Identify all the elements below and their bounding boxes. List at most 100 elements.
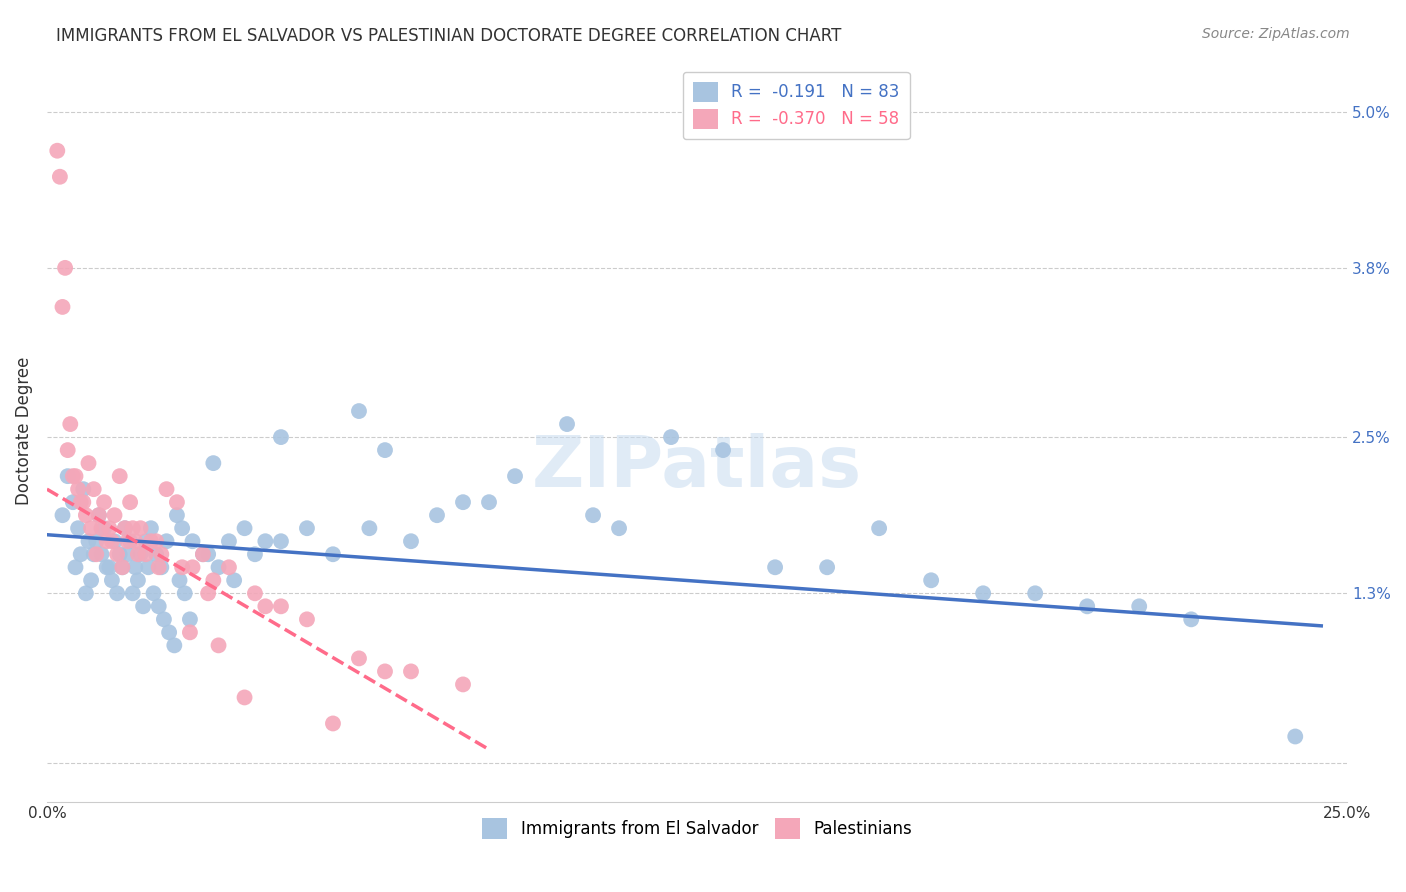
Point <box>374 443 396 458</box>
Point <box>72 495 94 509</box>
Point <box>711 443 734 458</box>
Point <box>139 534 162 549</box>
Point <box>347 404 370 418</box>
Point <box>127 547 149 561</box>
Point <box>322 716 344 731</box>
Point <box>80 574 103 588</box>
Point <box>121 521 143 535</box>
Point <box>607 521 630 535</box>
Point <box>145 547 167 561</box>
Point <box>72 482 94 496</box>
Text: IMMIGRANTS FROM EL SALVADOR VS PALESTINIAN DOCTORATE DEGREE CORRELATION CHART: IMMIGRANTS FROM EL SALVADOR VS PALESTINI… <box>56 27 842 45</box>
Point <box>129 521 152 535</box>
Point <box>166 495 188 509</box>
Point <box>49 169 72 184</box>
Point <box>98 521 121 535</box>
Point <box>374 665 396 679</box>
Point <box>96 560 118 574</box>
Point <box>111 560 134 574</box>
Point <box>101 534 124 549</box>
Point <box>181 534 204 549</box>
Point <box>191 547 214 561</box>
Point <box>202 456 225 470</box>
Point <box>218 560 240 574</box>
Point <box>150 560 173 574</box>
Point <box>124 560 146 574</box>
Point <box>127 574 149 588</box>
Point <box>233 690 256 705</box>
Point <box>148 560 170 574</box>
Point <box>207 560 229 574</box>
Point <box>121 586 143 600</box>
Point <box>503 469 526 483</box>
Point <box>77 534 100 549</box>
Point <box>105 547 128 561</box>
Point <box>59 417 82 431</box>
Point <box>763 560 786 574</box>
Point <box>90 547 112 561</box>
Point <box>451 495 474 509</box>
Point <box>93 495 115 509</box>
Point <box>80 521 103 535</box>
Point <box>103 534 125 549</box>
Point <box>197 547 219 561</box>
Point <box>120 495 142 509</box>
Point <box>135 547 157 561</box>
Point <box>84 534 107 549</box>
Point <box>75 586 97 600</box>
Point <box>347 651 370 665</box>
Point <box>114 521 136 535</box>
Point <box>207 639 229 653</box>
Point <box>155 534 177 549</box>
Point <box>868 521 890 535</box>
Point <box>478 495 501 509</box>
Point <box>120 534 142 549</box>
Point <box>62 495 84 509</box>
Point <box>101 574 124 588</box>
Point <box>1024 586 1046 600</box>
Point <box>96 534 118 549</box>
Point <box>555 417 578 431</box>
Point <box>90 521 112 535</box>
Text: Source: ZipAtlas.com: Source: ZipAtlas.com <box>1202 27 1350 41</box>
Point <box>169 574 191 588</box>
Point <box>139 521 162 535</box>
Point <box>155 482 177 496</box>
Point <box>815 560 838 574</box>
Point <box>254 534 277 549</box>
Y-axis label: Doctorate Degree: Doctorate Degree <box>15 357 32 505</box>
Point <box>129 547 152 561</box>
Point <box>163 639 186 653</box>
Point <box>233 521 256 535</box>
Point <box>56 469 79 483</box>
Point <box>51 508 73 523</box>
Point <box>150 547 173 561</box>
Point <box>451 677 474 691</box>
Point <box>53 260 76 275</box>
Point <box>659 430 682 444</box>
Point <box>124 534 146 549</box>
Point <box>197 586 219 600</box>
Point <box>179 612 201 626</box>
Point <box>114 521 136 535</box>
Point <box>173 586 195 600</box>
Point <box>117 547 139 561</box>
Point <box>105 586 128 600</box>
Point <box>46 144 69 158</box>
Point <box>270 599 292 614</box>
Point <box>67 482 90 496</box>
Point <box>295 612 318 626</box>
Point <box>399 665 422 679</box>
Point <box>148 599 170 614</box>
Point <box>111 560 134 574</box>
Point <box>1076 599 1098 614</box>
Point <box>179 625 201 640</box>
Point <box>920 574 942 588</box>
Point <box>62 469 84 483</box>
Point <box>243 586 266 600</box>
Point <box>243 547 266 561</box>
Point <box>359 521 381 535</box>
Point <box>166 508 188 523</box>
Point <box>1180 612 1202 626</box>
Point <box>142 586 165 600</box>
